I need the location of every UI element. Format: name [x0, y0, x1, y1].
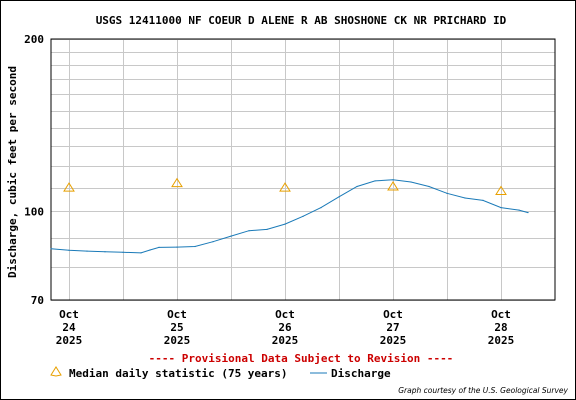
- discharge-point: [212, 241, 214, 243]
- discharge-point: [149, 249, 151, 251]
- discharge-point: [122, 251, 124, 253]
- discharge-point: [428, 185, 430, 188]
- discharge-point: [194, 245, 196, 248]
- median-triangle-marker: [495, 185, 507, 196]
- legend-triangle-icon: [50, 366, 62, 377]
- x-tick-month-label: Oct: [383, 308, 403, 321]
- discharge-point: [410, 181, 412, 183]
- y-tick-labels: 70 100 200: [24, 33, 44, 307]
- discharge-point: [302, 215, 304, 217]
- discharge-point: [338, 196, 340, 198]
- discharge-point: [482, 199, 484, 201]
- discharge-point: [158, 246, 160, 248]
- x-tick-year-label: 2025: [272, 334, 299, 347]
- x-tick-day-label: 28: [494, 321, 507, 334]
- x-tick-day-label: 25: [170, 321, 183, 334]
- y-axis-label: Discharge, cubic feet per second: [6, 66, 19, 278]
- x-tick-day-label: 24: [62, 321, 76, 334]
- x-tick-year-label: 2025: [488, 334, 515, 347]
- x-tick-month-label: Oct: [275, 308, 295, 321]
- discharge-point: [446, 192, 448, 194]
- series-layer: [50, 177, 529, 254]
- x-tick-day-label: 26: [278, 321, 292, 334]
- plot-area-border: [50, 38, 556, 301]
- median-triangle-marker: [279, 182, 291, 192]
- y-tick-label: 200: [24, 33, 44, 46]
- legend-median-label: Median daily statistic (75 years): [69, 367, 288, 380]
- y-tick-label: 70: [31, 294, 44, 307]
- discharge-point: [140, 252, 142, 254]
- legend: Median daily statistic (75 years) Discha…: [50, 366, 391, 380]
- discharge-point: [356, 185, 358, 188]
- discharge-point: [104, 251, 106, 253]
- discharge-point: [50, 248, 52, 250]
- legend-discharge-label: Discharge: [331, 367, 391, 380]
- x-tick-year-label: 2025: [164, 334, 191, 347]
- discharge-point: [284, 223, 286, 225]
- provisional-note: ---- Provisional Data Subject to Revisio…: [149, 352, 454, 365]
- discharge-point: [392, 179, 394, 181]
- discharge-point: [320, 207, 322, 209]
- x-tick-month-label: Oct: [59, 308, 79, 321]
- discharge-point: [230, 235, 232, 237]
- discharge-point: [176, 246, 178, 248]
- y-tick-label: 100: [24, 205, 44, 218]
- median-triangle-marker: [171, 177, 183, 188]
- x-tick-labels: Oct242025Oct252025Oct262025Oct272025Oct2…: [56, 308, 515, 347]
- discharge-point: [86, 250, 88, 252]
- discharge-point: [464, 197, 466, 199]
- x-tick-year-label: 2025: [56, 334, 83, 347]
- discharge-point: [500, 207, 502, 209]
- x-tick-year-label: 2025: [380, 334, 407, 347]
- x-tick-month-label: Oct: [491, 308, 511, 321]
- chart-title: USGS 12411000 NF COEUR D ALENE R AB SHOS…: [96, 14, 507, 27]
- discharge-point: [527, 211, 529, 214]
- grid-layer: [51, 39, 555, 301]
- discharge-point: [266, 228, 268, 230]
- median-triangle-marker: [387, 181, 399, 191]
- x-tick-day-label: 27: [386, 321, 399, 334]
- discharge-point: [374, 180, 376, 182]
- graph-credit: Graph courtesy of the U.S. Geological Su…: [398, 386, 568, 395]
- discharge-point: [518, 209, 520, 211]
- discharge-point: [68, 249, 70, 251]
- x-tick-month-label: Oct: [167, 308, 187, 321]
- median-triangle-marker: [63, 182, 75, 192]
- discharge-point: [248, 230, 250, 232]
